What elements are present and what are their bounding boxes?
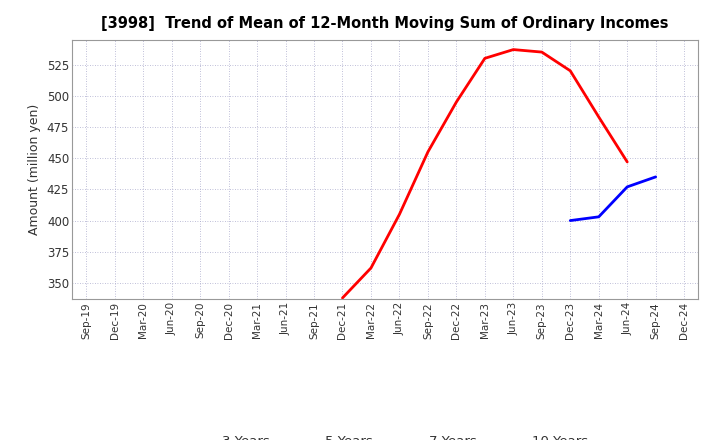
Y-axis label: Amount (million yen): Amount (million yen) [28, 104, 41, 235]
Title: [3998]  Trend of Mean of 12-Month Moving Sum of Ordinary Incomes: [3998] Trend of Mean of 12-Month Moving … [102, 16, 669, 32]
Legend: 3 Years, 5 Years, 7 Years, 10 Years: 3 Years, 5 Years, 7 Years, 10 Years [177, 430, 593, 440]
